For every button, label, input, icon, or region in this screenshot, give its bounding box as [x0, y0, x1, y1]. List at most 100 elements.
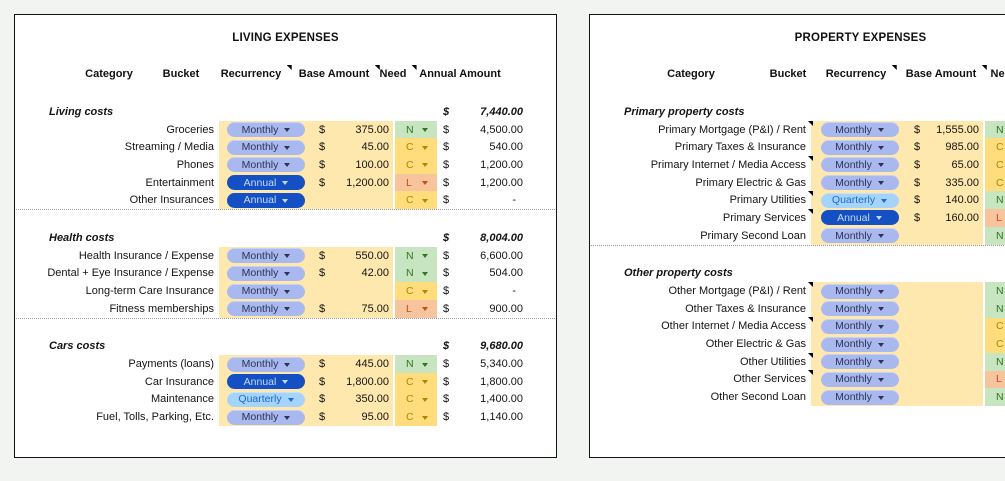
section-header-row: Other property costs [590, 265, 1005, 283]
row-label: Other Taxes & Insurance [685, 303, 806, 315]
recurrency-select[interactable]: Quarterly [227, 391, 305, 407]
recurrency-value: Monthly [241, 141, 279, 154]
expense-row: Primary Taxes & Insurance Monthly $985.00 C [590, 138, 1005, 157]
row-label-cell: Payments (loans) [15, 355, 219, 373]
recurrency-select[interactable]: Monthly [227, 248, 305, 264]
need-select[interactable]: N [983, 191, 1005, 210]
need-select[interactable]: C [983, 156, 1005, 174]
need-select[interactable]: L [983, 370, 1005, 389]
currency-symbol: $ [443, 267, 450, 280]
recurrency-select[interactable]: Annual [227, 192, 305, 208]
table-title: LIVING EXPENSES [232, 32, 339, 44]
recurrency-select[interactable]: Monthly [820, 354, 899, 370]
recurrency-select[interactable]: Quarterly [820, 192, 899, 208]
base-amount: 550.00 [355, 249, 389, 262]
need-value: L [406, 176, 412, 189]
recurrency-cell: Quarterly [219, 390, 313, 409]
base-amount-cell: $160.00 [908, 209, 983, 227]
recurrency-cell: Annual [811, 209, 908, 227]
recurrency-select[interactable]: Monthly [227, 265, 305, 281]
recurrency-select[interactable]: Monthly [820, 175, 899, 191]
row-label: Phones [177, 159, 214, 171]
recurrency-value: Annual [243, 176, 277, 189]
dropdown-arrow-icon [422, 181, 428, 186]
expense-row: Long-term Care Insurance Monthly C $ - [15, 282, 556, 300]
need-select[interactable]: C [393, 390, 437, 409]
need-select[interactable]: N [983, 352, 1005, 371]
recurrency-select[interactable]: Monthly [820, 389, 899, 405]
need-select[interactable]: N [983, 299, 1005, 318]
dropdown-arrow-icon [422, 128, 428, 133]
currency-symbol: $ [319, 375, 326, 388]
need-select[interactable]: C [983, 335, 1005, 353]
need-select[interactable]: N [393, 246, 437, 265]
section-total-amount: 8,004.00 [480, 231, 523, 244]
base-amount: 42.00 [361, 267, 389, 280]
recurrency-value: Monthly [241, 302, 279, 315]
need-select[interactable]: N [393, 120, 437, 139]
need-select[interactable]: C [393, 156, 437, 174]
need-select[interactable]: C [393, 191, 437, 210]
recurrency-select[interactable]: Annual [227, 175, 305, 191]
recurrency-select[interactable]: Monthly [227, 139, 305, 155]
need-select[interactable]: C [393, 138, 437, 157]
recurrency-select[interactable]: Annual [227, 374, 305, 390]
recurrency-value: Annual [243, 375, 277, 388]
recurrency-select[interactable]: Monthly [227, 356, 305, 372]
need-select[interactable]: C [393, 408, 437, 426]
recurrency-select[interactable]: Monthly [227, 122, 305, 138]
need-select[interactable]: L [983, 209, 1005, 227]
dropdown-arrow-icon [877, 395, 884, 400]
need-select[interactable]: N [983, 282, 1005, 300]
row-label: Other Internet / Media Access [661, 317, 813, 333]
need-select[interactable]: N [393, 264, 437, 283]
recurrency-select[interactable]: Monthly [820, 301, 899, 317]
need-select[interactable]: L [393, 299, 437, 318]
need-select[interactable]: L [393, 173, 437, 192]
base-amount-cell: $445.00 [313, 355, 393, 373]
base-amount: 65.00 [951, 158, 979, 171]
recurrency-select[interactable]: Monthly [820, 318, 899, 334]
empty-cell [313, 103, 393, 121]
recurrency-value: Annual [243, 194, 277, 207]
recurrency-cell: Monthly [219, 246, 313, 265]
empty-cell [393, 229, 437, 247]
recurrency-select[interactable]: Monthly [227, 409, 305, 425]
recurrency-select[interactable]: Monthly [820, 371, 899, 387]
currency-symbol: $ [914, 194, 921, 207]
dropdown-arrow-icon [422, 198, 428, 203]
note-marker-icon [808, 317, 813, 323]
base-amount-cell: $42.00 [313, 264, 393, 283]
recurrency-select[interactable]: Monthly [227, 283, 305, 299]
section-name: Other property costs [624, 267, 733, 280]
need-select[interactable]: C [983, 138, 1005, 157]
need-select[interactable]: C [983, 173, 1005, 192]
recurrency-select[interactable]: Monthly [820, 122, 899, 138]
recurrency-select[interactable]: Monthly [820, 283, 899, 299]
recurrency-select[interactable]: Monthly [820, 228, 899, 244]
row-label: Other Services [733, 370, 813, 385]
need-select[interactable]: C [393, 282, 437, 300]
recurrency-select[interactable]: Monthly [820, 336, 899, 352]
need-select[interactable]: C [983, 317, 1005, 336]
row-label-text: Other Electric & Gas [705, 338, 806, 351]
dropdown-arrow-icon [422, 415, 428, 420]
dropdown-arrow-icon [877, 163, 884, 168]
recurrency-select[interactable]: Monthly [820, 139, 899, 155]
base-amount: 445.00 [355, 358, 389, 371]
recurrency-select[interactable]: Monthly [820, 157, 899, 173]
need-select[interactable]: N [983, 226, 1005, 245]
recurrency-select[interactable]: Monthly [227, 301, 305, 317]
expense-row: Primary Second Loan Monthly N [590, 226, 1005, 245]
row-label-text: Other Internet / Media Access [661, 320, 806, 333]
need-select[interactable]: N [983, 120, 1005, 139]
need-select[interactable]: C [393, 372, 437, 391]
recurrency-select[interactable]: Monthly [227, 157, 305, 173]
dropdown-arrow-icon [422, 362, 428, 367]
column-header-recurrency: Recurrency [221, 65, 292, 80]
need-select[interactable]: N [393, 355, 437, 373]
row-label-cell: Other Second Loan [590, 388, 811, 406]
recurrency-select[interactable]: Annual [820, 210, 899, 226]
column-headers: Category Bucket Recurrency Base Amount Need [590, 65, 1005, 83]
need-select[interactable]: N [983, 388, 1005, 406]
